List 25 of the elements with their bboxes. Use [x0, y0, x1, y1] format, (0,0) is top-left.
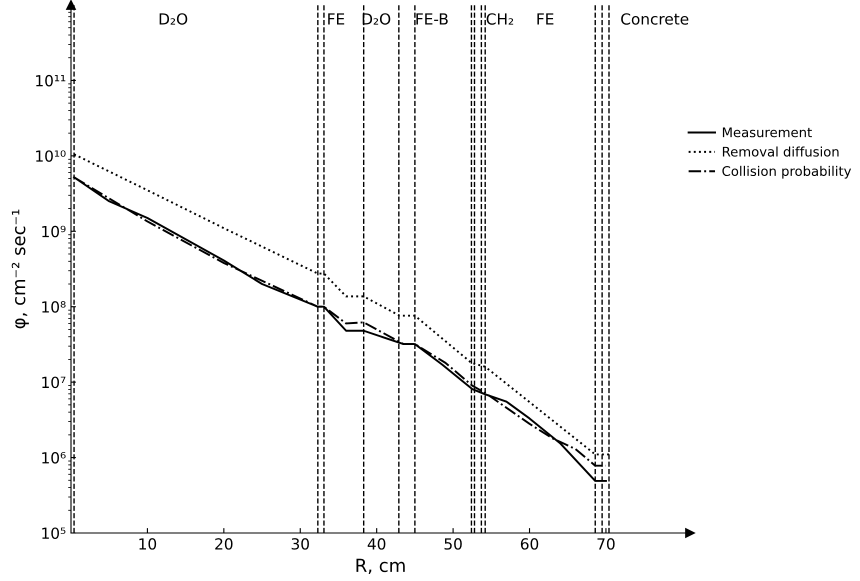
legend-label: Removal diffusion: [722, 146, 839, 157]
y-tick-label: 10⁵: [42, 527, 66, 540]
annotation: Concrete: [621, 13, 688, 25]
y-tick-label: 10⁹: [42, 226, 66, 238]
y-tick-label: 10⁶: [42, 452, 66, 464]
annotation: FE-B: [416, 13, 448, 25]
x-tick-label: 10: [139, 538, 156, 550]
y-axis-title: φ, cm⁻² sec⁻¹: [12, 210, 29, 328]
x-axis-title: R, cm: [356, 558, 405, 574]
legend-label: Collision probability: [722, 166, 852, 179]
legend-label: Measurement: [722, 127, 812, 138]
x-tick-label: 20: [215, 538, 233, 550]
y-tick-label: 10¹¹: [36, 74, 66, 86]
x-tick-label: 70: [597, 538, 615, 550]
x-tick-label: 50: [444, 538, 462, 550]
annotation: D₂O: [160, 13, 188, 25]
y-tick-label: 10¹⁰: [36, 150, 66, 162]
x-tick-label: 60: [520, 538, 538, 550]
annotation: CH₂: [486, 13, 514, 25]
x-tick-label: 30: [292, 538, 309, 550]
annotation: FE: [328, 13, 344, 25]
x-tick-label: 40: [368, 538, 386, 550]
annotation: FE: [537, 13, 554, 25]
y-tick-label: 10⁷: [42, 376, 66, 388]
y-tick-label: 10⁸: [42, 301, 66, 313]
